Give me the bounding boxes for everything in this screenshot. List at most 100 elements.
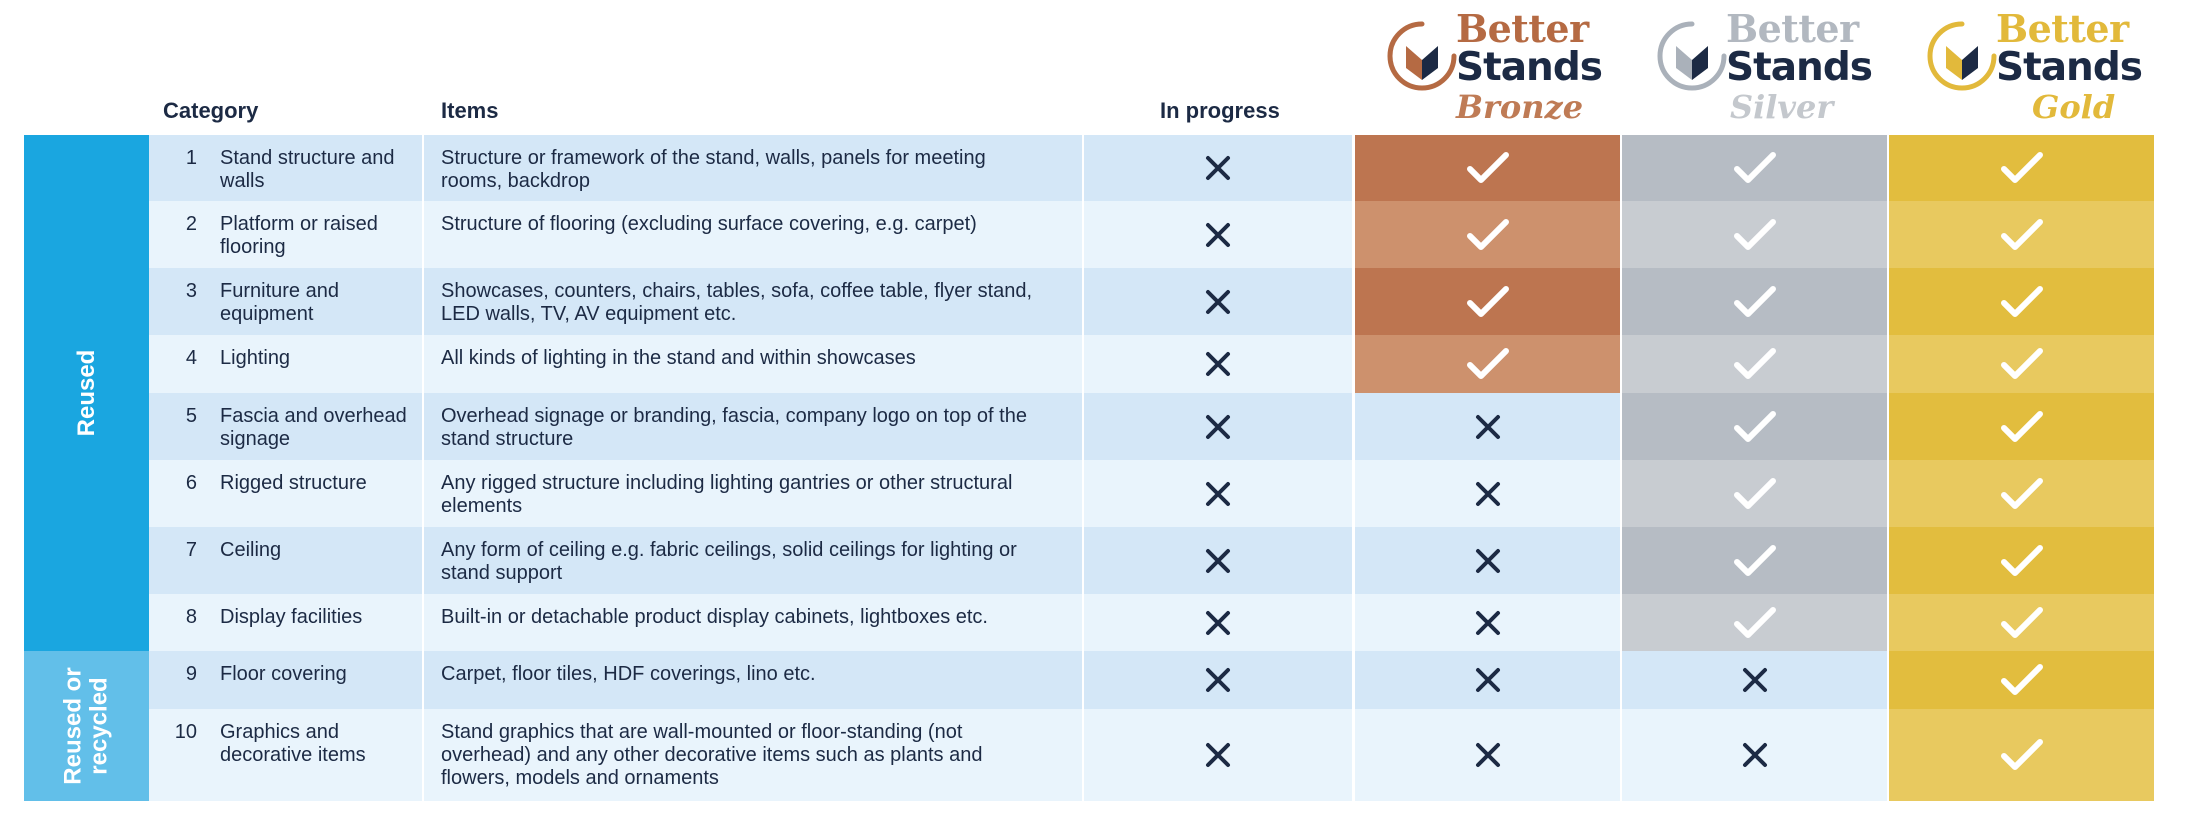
table-row: 4 Lighting All kinds of lighting in the st… [149,335,2155,393]
silver-cell [1622,709,1887,801]
row-number: 10 [174,721,197,743]
check-icon [2000,664,2043,695]
logo-word-better: Better [1996,6,2129,51]
table-row: 6 Rigged structure Any rigged structure in… [149,460,2155,527]
group-label: Reused [72,349,100,437]
check-icon [2000,606,2043,638]
table-row: 2 Platform or raised flooring Structure of… [149,201,2155,268]
check-icon [1733,544,1776,576]
check-icon [2000,739,2043,770]
logo-silver: Better Stands Silver [1652,6,1873,126]
check-icon [2000,477,2043,509]
in-progress-cell [1084,393,1352,460]
row-category: Fascia and overhead signage [220,405,407,450]
gold-cell [1889,651,2154,709]
check-icon [1733,477,1776,509]
silver-cell [1622,594,1887,651]
logo-word-stands: Stands [1726,45,1873,90]
logo-word-better: Better [1726,6,1859,51]
row-category: Furniture and equipment [220,280,339,325]
row-number: 4 [185,347,197,369]
silver-cell [1622,135,1887,201]
row-items: Any rigged structure including lighting … [441,472,1013,517]
check-icon [1733,152,1776,183]
row-number: 5 [185,405,197,427]
silver-cell [1622,460,1887,527]
row-items: Overhead signage or branding, fascia, co… [441,405,1027,450]
cross-icon [1475,743,1500,767]
table-row: 7 Ceiling Any form of ceiling e.g. fabric … [149,527,2155,594]
in-progress-cell [1084,268,1352,335]
row-items: Stand graphics that are wall-mounted or … [441,721,983,789]
row-items: Carpet, floor tiles, HDF coverings, lino… [441,663,816,685]
cross-icon [1206,610,1230,635]
check-icon [1466,218,1509,250]
row-category: Stand structure and walls [220,147,395,192]
check-icon [1733,410,1776,442]
logo-tier-label: Bronze [1456,88,1584,126]
cross-icon [1475,414,1500,439]
logo-bronze: Better Stands Bronze [1382,10,1603,126]
in-progress-cell [1084,651,1352,709]
logo-gold: Better Stands Gold [1922,6,2143,126]
header-in-progress: In progress [1160,98,1280,123]
check-icon [1466,348,1509,379]
logo-tier-label: Silver [1730,88,1834,126]
header-items: Items [441,98,499,123]
cross-icon [1475,610,1500,635]
row-number: 8 [185,606,197,628]
cross-icon [1206,156,1230,180]
row-number: 3 [185,280,197,302]
cross-icon [1206,668,1230,692]
bronze-cell [1355,393,1620,460]
cross-icon [1475,481,1500,506]
row-items: Structure of flooring (excluding surface… [441,213,977,235]
row-number: 6 [185,472,197,494]
row-number: 1 [185,147,197,169]
row-category: Display facilities [220,606,363,628]
header-category: Category [163,98,259,123]
cross-icon [1206,743,1230,767]
check-icon [1733,285,1776,317]
silver-cell [1622,393,1887,460]
table-row: 3 Furniture and equipment Showcases, count… [149,268,2155,335]
silver-cell [1622,335,1887,393]
gold-cell [1889,527,2154,594]
better-stands-mark-icon [1927,21,1997,91]
row-category: Graphics and decorative items [220,721,366,766]
bronze-cell [1355,651,1620,709]
logo-tier-label: Gold [2032,88,2116,126]
group-label: Reused or recycled [59,667,113,785]
row-category: Ceiling [220,539,282,561]
in-progress-cell [1084,201,1352,268]
in-progress-cell [1084,460,1352,527]
in-progress-cell [1084,527,1352,594]
cross-icon [1742,668,1767,692]
gold-cell [1889,201,2154,268]
cross-icon [1475,548,1500,573]
check-icon [2000,152,2043,183]
silver-cell [1622,201,1887,268]
gold-cell [1889,335,2154,393]
logo-word-stands: Stands [1456,45,1603,90]
group-reused: Reused [24,135,149,651]
table-row: 1 Stand structure and walls Structure or f… [149,135,2155,201]
bronze-cell [1355,268,1620,335]
in-progress-cell [1084,335,1352,393]
row-items: Built-in or detachable product display c… [441,606,988,628]
check-icon [1466,152,1509,183]
check-icon [1733,348,1776,379]
cross-icon [1206,414,1230,439]
cross-icon [1206,222,1230,247]
gold-cell [1889,393,2154,460]
cross-icon [1206,352,1230,376]
better-stands-mark-icon [1387,21,1457,91]
gold-cell [1889,460,2154,527]
bronze-cell [1355,201,1620,268]
group-reused-or-recycled: Reused or recycled [24,651,149,801]
silver-cell [1622,651,1887,709]
check-icon [1466,285,1509,317]
bronze-cell [1355,335,1620,393]
check-icon [2000,218,2043,250]
silver-cell [1622,268,1887,335]
